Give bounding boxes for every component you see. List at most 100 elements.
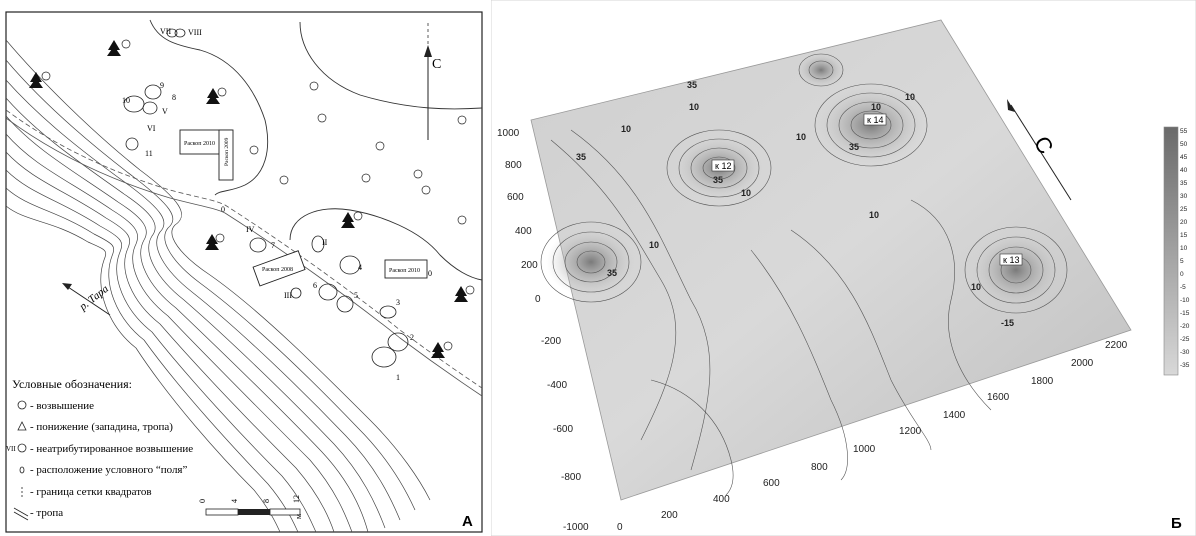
- y-tick: -800: [561, 472, 581, 483]
- slope-contours: [5, 39, 431, 533]
- contour-lines: [540, 53, 1068, 496]
- excavation-label: Раскоп 2010: [184, 141, 215, 147]
- contour-label: 35: [849, 142, 859, 152]
- scale-unit: м: [294, 514, 303, 519]
- site-plan-panel: С р. Тара Раскоп 2010 Раскоп 2009 Раскоп…: [0, 0, 487, 536]
- colorbar-tick: 55: [1180, 128, 1188, 135]
- mound-label: 6: [313, 281, 317, 290]
- peak-label: к 12: [715, 161, 731, 171]
- colorbar-tick: 30: [1180, 193, 1188, 200]
- scale-bar: 0 4 8 12 м: [198, 495, 303, 519]
- mound-icon: [17, 400, 27, 410]
- excavation-2008: [252, 250, 306, 287]
- mound-label: II: [322, 238, 328, 247]
- y-tick: -200: [541, 336, 561, 347]
- x-tick: 0: [617, 522, 623, 533]
- contour-label: 10: [796, 132, 806, 142]
- mound-label: 10: [122, 96, 130, 105]
- colorbar-tick: 0: [1180, 271, 1184, 278]
- y-tick: -1000: [563, 522, 589, 533]
- contour-label: 35: [607, 268, 617, 278]
- x-tick: 1600: [987, 392, 1010, 403]
- field-marker-icon: [19, 466, 25, 474]
- panel-letter-a: А: [462, 513, 473, 530]
- peak-label: к 13: [1003, 255, 1019, 265]
- x-tick: 1000: [853, 444, 876, 455]
- y-tick: 200: [521, 260, 538, 271]
- terrace-boundary: [149, 19, 269, 196]
- colorbar-tick: -20: [1180, 323, 1190, 330]
- contour-label: 10: [971, 282, 981, 292]
- trail-icon: [13, 507, 29, 521]
- excavation-label: Раскоп 2009: [224, 137, 230, 166]
- excavation-2009: [218, 129, 234, 181]
- x-tick: 800: [811, 462, 828, 473]
- contour-label: 35: [576, 152, 586, 162]
- colorbar-tick: -5: [1180, 284, 1186, 291]
- colorbar-tick: 20: [1180, 219, 1188, 226]
- hill-north: [796, 52, 846, 88]
- colorbar-tick: 10: [1180, 245, 1188, 252]
- colorbar-tick: 50: [1180, 141, 1188, 148]
- mound-labels: 10 9 8 V 11 VI VII VIII II IV III 4 6 5 …: [122, 27, 414, 382]
- mound-label: VIII: [188, 28, 202, 37]
- y-tick: 0: [535, 294, 541, 305]
- x-tick: 200: [661, 510, 678, 521]
- site-plan-map: С р. Тара Раскоп 2010 Раскоп 2009 Раскоп…: [5, 11, 483, 533]
- contour-label: 10: [905, 92, 915, 102]
- mound-label: V: [162, 107, 168, 116]
- contour-label: 35: [713, 175, 723, 185]
- scale-tick: 8: [262, 499, 271, 503]
- contour-label: 10: [741, 188, 751, 198]
- peak-labels: к 14 к 12 к 13: [711, 113, 1023, 266]
- x-tick: 1200: [899, 426, 922, 437]
- legend-prefix: VII: [6, 445, 16, 453]
- y-tick: -600: [553, 424, 573, 435]
- contour-label: 10: [869, 210, 879, 220]
- mound-label: 7: [271, 241, 275, 250]
- colorbar-tick: 45: [1180, 154, 1188, 161]
- mound-label: VI: [147, 124, 156, 133]
- mound-label: 8: [172, 93, 176, 102]
- legend-title: Условные обозначения:: [12, 377, 132, 391]
- trail-path: [5, 109, 483, 397]
- mound-label: VII: [160, 27, 171, 36]
- contour-label: 10: [621, 124, 631, 134]
- y-tick: 400: [515, 226, 532, 237]
- y-tick: 1000: [497, 128, 520, 139]
- colorbar-tick: 40: [1180, 167, 1188, 174]
- field-marker: 0: [221, 205, 225, 214]
- x-tick: 600: [763, 478, 780, 489]
- terrace-boundary: [299, 21, 483, 110]
- colorbar-tick: -10: [1180, 297, 1190, 304]
- colorbar-tick: -35: [1180, 362, 1190, 369]
- hill-west: [546, 227, 636, 297]
- unattributed-mound-icon: [17, 443, 27, 453]
- legend-item: - расположение условного “поля”: [30, 464, 187, 476]
- y-tick: -400: [547, 380, 567, 391]
- mound-label: III: [284, 291, 292, 300]
- hill-k13: [971, 232, 1061, 308]
- excavation-2010-east: [384, 259, 428, 279]
- contour-label: 10: [649, 240, 659, 250]
- mound-label: 1: [396, 373, 400, 382]
- field-marker: 0: [428, 269, 432, 278]
- colorbar-tick: 25: [1180, 206, 1188, 213]
- x-tick: 2000: [1071, 358, 1094, 369]
- excavation-label: Раскоп 2010: [389, 268, 420, 274]
- colorbar-tick: 35: [1180, 180, 1188, 187]
- colorbar-tick: -30: [1180, 349, 1190, 356]
- legend-item: - понижение (западина, тропа): [30, 421, 173, 433]
- colorbar-tick: -15: [1180, 310, 1190, 317]
- colorbar-tick: 15: [1180, 232, 1188, 239]
- tree-symbols: [29, 40, 468, 358]
- contour-label: 10: [689, 102, 699, 112]
- elevation-colorbar: [1163, 126, 1179, 376]
- colorbar-tick: 5: [1180, 258, 1184, 265]
- legend: Условные обозначения: - возвышение - пон…: [6, 377, 193, 521]
- depression-icon: [17, 421, 27, 431]
- mound-label: 4: [358, 263, 362, 272]
- legend-item: - неатрибутированное возвышение: [30, 443, 193, 455]
- x-tick: 2200: [1105, 340, 1128, 351]
- mound-label: IV: [246, 225, 255, 234]
